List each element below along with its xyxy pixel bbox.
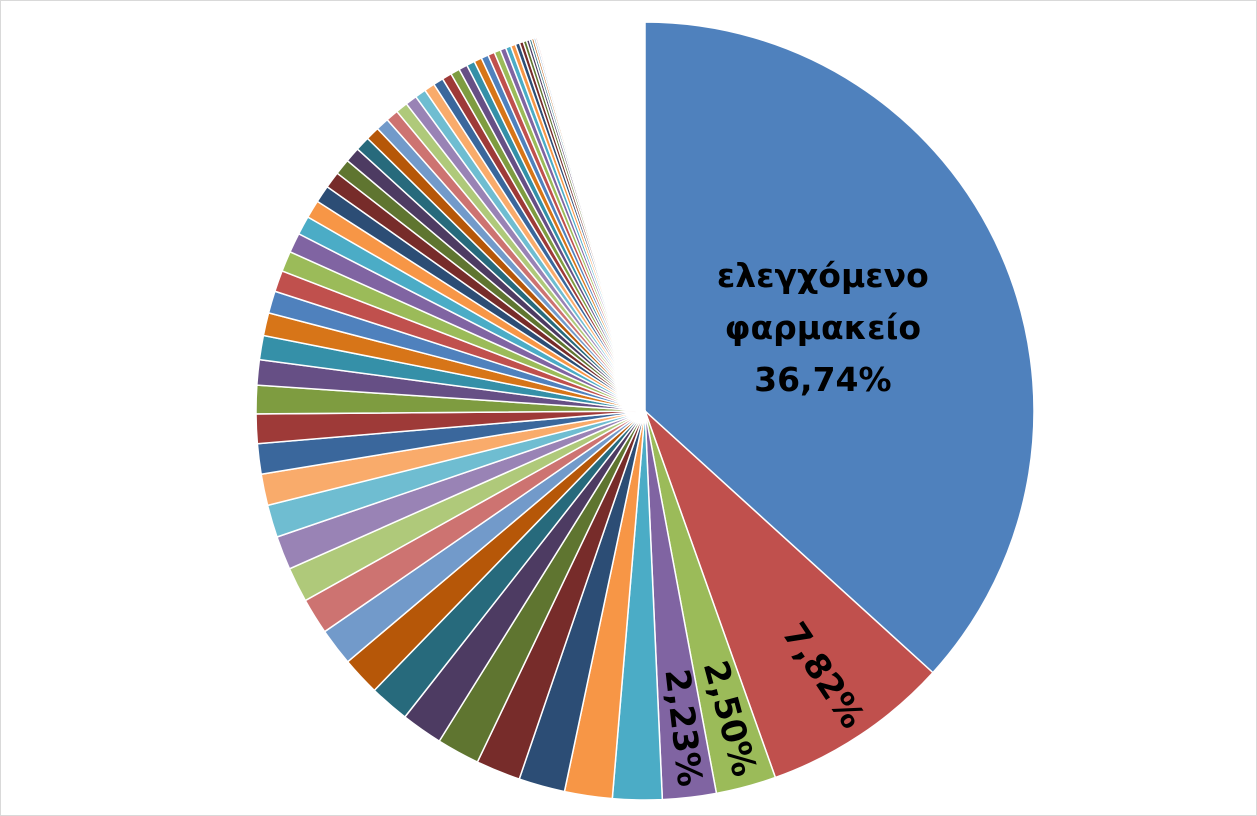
- slice: [644, 410, 934, 779]
- slice: [644, 21, 1035, 674]
- slice-label: ελεγχόμενο φαρμακείο 36,74%: [673, 250, 973, 406]
- category-label: ελεγχόμενο φαρμακείο: [716, 256, 929, 348]
- slice: [539, 35, 646, 412]
- value-label: 36,74%: [754, 360, 892, 400]
- slices: [255, 21, 1035, 801]
